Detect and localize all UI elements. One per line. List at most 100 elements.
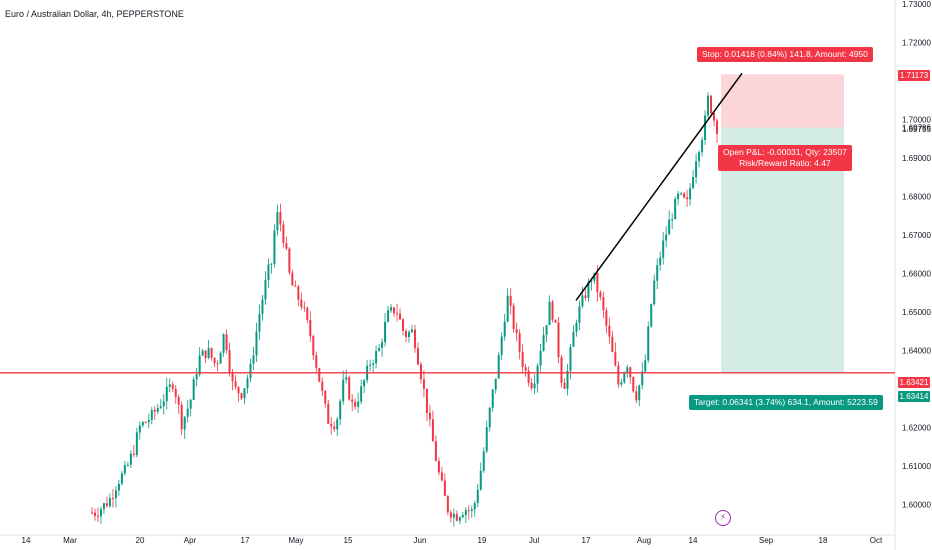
candle-body (455, 513, 458, 521)
candle-body (192, 379, 195, 400)
candle-body (551, 301, 554, 320)
candle-body (545, 325, 548, 335)
candle-body (309, 319, 312, 337)
candle-body (665, 234, 668, 241)
candle-body (422, 379, 425, 389)
pnl-label: Open P&L: -0.00031, Qty: 23507 Risk/Rewa… (718, 145, 852, 171)
candle-body (198, 355, 201, 375)
stop-label: Stop: 0.01418 (0.84%) 141.8, Amount: 495… (697, 47, 873, 62)
x-tick-label: 14 (689, 536, 698, 545)
y-tick-label: 1.69000 (902, 154, 931, 163)
candle-body (123, 465, 126, 474)
candle-body (548, 301, 551, 326)
candle-body (384, 321, 387, 343)
candle-body (234, 381, 237, 388)
candle-body (405, 330, 407, 338)
candle-body (141, 422, 144, 426)
candle-body (291, 272, 294, 286)
candle-body (279, 212, 282, 225)
candle-body (258, 313, 261, 332)
candle-body (587, 281, 590, 298)
candle-body (485, 427, 488, 452)
x-tick-label: Apr (184, 536, 197, 545)
candle-body (482, 451, 485, 471)
candle-body (413, 329, 416, 349)
candle-body (713, 113, 716, 121)
candle-body (626, 367, 629, 374)
x-tick-label: May (288, 536, 303, 545)
candle-body (126, 464, 129, 466)
candle-body (351, 399, 354, 402)
candle-body (129, 453, 132, 465)
candle-body (147, 419, 150, 423)
candle-body (240, 393, 243, 399)
candle-body (132, 453, 135, 455)
candle-body (452, 513, 455, 518)
candle-body (300, 299, 303, 308)
candle-body (692, 177, 695, 189)
candle-body (393, 307, 396, 314)
candle-body (596, 272, 599, 293)
candle-body (108, 498, 111, 507)
candle-body (449, 512, 452, 518)
candle-body (527, 370, 530, 383)
candle-body (255, 331, 258, 356)
candle-body (716, 120, 719, 134)
candle-body (135, 432, 138, 455)
candle-body (638, 385, 641, 401)
candle-body (237, 387, 240, 394)
x-tick-label: Mar (63, 536, 77, 545)
candle-body (461, 515, 464, 518)
candle-body (96, 515, 99, 517)
candle-body (252, 355, 255, 364)
candle-body (506, 295, 509, 322)
candle-body (704, 115, 707, 140)
candle-body (611, 336, 614, 352)
candle-body (554, 319, 557, 323)
candle-body (360, 386, 363, 402)
candle-body (491, 389, 494, 408)
x-tick-label: 17 (241, 536, 250, 545)
candle-body (479, 470, 482, 490)
candle-body (99, 509, 102, 517)
flash-icon[interactable]: ⚡ (715, 510, 731, 526)
candle-body (285, 243, 288, 249)
candle-body (569, 346, 572, 371)
candle-body (473, 503, 476, 510)
candle-body (297, 286, 300, 300)
candle-body (276, 212, 279, 231)
candle-body (437, 460, 440, 473)
y-tick-label: 1.64000 (902, 347, 931, 356)
candle-body (177, 397, 180, 405)
candle-body (387, 310, 390, 322)
candle-body (303, 307, 306, 309)
candle-body (288, 248, 291, 273)
candle-body (153, 409, 156, 412)
candle-body (204, 350, 207, 358)
candle-body (378, 347, 381, 351)
candle-body (542, 334, 545, 351)
x-tick-label: Jul (529, 536, 539, 545)
candle-body (165, 386, 168, 402)
candle-body (620, 382, 623, 385)
candle-body (282, 224, 285, 244)
candle-body (114, 490, 117, 499)
candle-body (428, 412, 431, 420)
candle-body (333, 426, 336, 430)
candle-body (572, 331, 575, 347)
candle-body (656, 265, 659, 281)
candle-body (575, 322, 578, 332)
y-tick-label: 1.60000 (902, 501, 931, 510)
candle-body (321, 381, 324, 391)
candle-body (150, 409, 153, 420)
candle-body (315, 355, 318, 368)
candle-body (261, 299, 264, 314)
candle-body (138, 425, 141, 433)
candle-body (590, 280, 593, 282)
candle-body (530, 382, 533, 389)
candle-body (650, 304, 653, 327)
x-tick-label: Jun (414, 536, 427, 545)
y-special-tick-label: 1.69786 (902, 124, 931, 133)
candle-body (93, 512, 96, 516)
